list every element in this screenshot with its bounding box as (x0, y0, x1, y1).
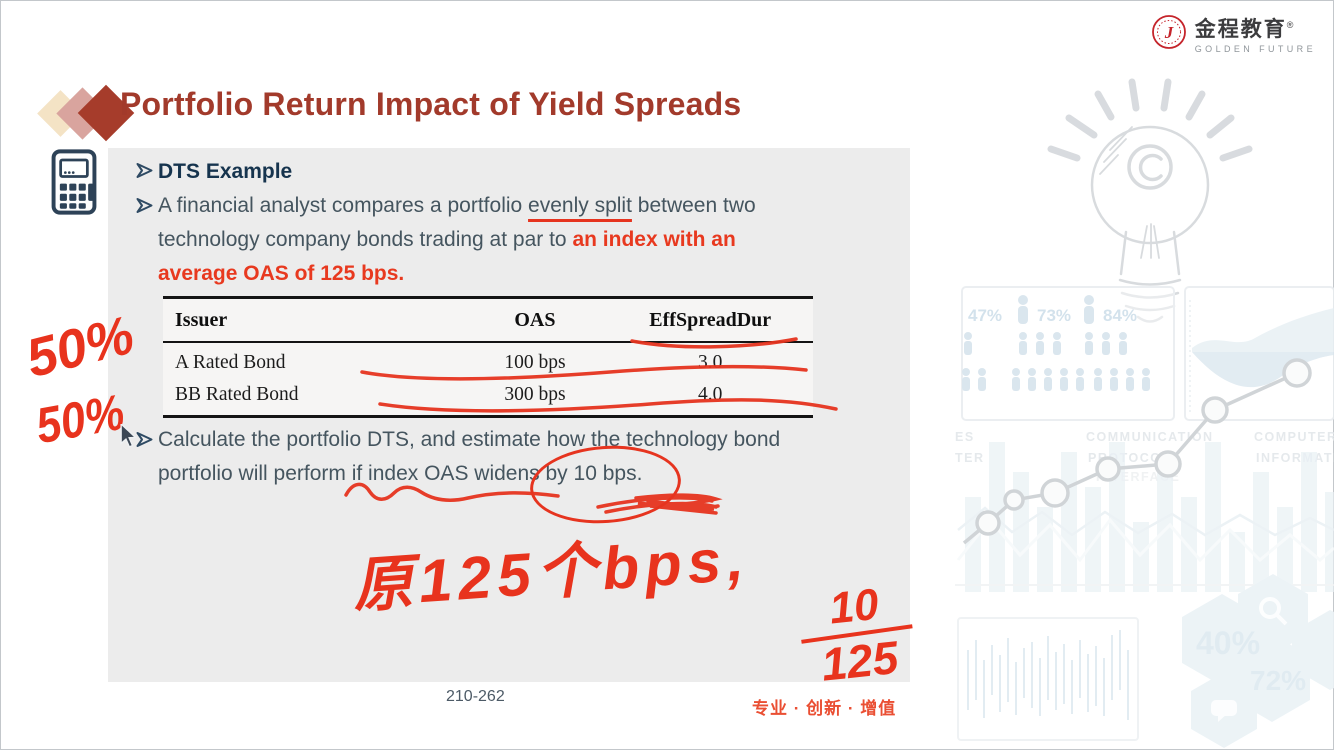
bullet-arrow-icon (136, 198, 153, 213)
magnifier-icon (1259, 597, 1288, 626)
page-title: Portfolio Return Impact of Yield Spreads (120, 86, 742, 122)
wm-label-computer: COMPUTER (1254, 430, 1334, 444)
bullet-arrow-icon (136, 163, 153, 178)
calculator-icon (51, 149, 97, 215)
col-header-effspreaddur: EffSpreadDur (649, 309, 772, 331)
rising-line-chart (962, 358, 1312, 545)
candlestick-panel (957, 617, 1139, 741)
bullet-arrow-icon (136, 432, 153, 447)
stat-84: 84% (1103, 306, 1137, 325)
logo-name-en: GOLDEN FUTURE (1194, 44, 1316, 54)
wm-label-protocol: PROTOCOL (1088, 451, 1171, 465)
logo-name-cn: 金程教育® (1194, 18, 1296, 41)
table-row: A Rated Bond 100 bps 3.0 (163, 343, 813, 379)
hex-stat-72: 72% (1250, 665, 1306, 696)
lightbulb-rays (1047, 78, 1253, 162)
cell-issuer: A Rated Bond (175, 352, 286, 373)
stat-47: 47% (968, 306, 1002, 325)
people-stats-panel: 47% 73% 84% (961, 286, 1175, 421)
example-text: technology company bonds trading at par … (158, 228, 573, 251)
underlined-phrase-evenly-split: evenly split (528, 194, 632, 217)
cell-dur: 4.0 (698, 384, 723, 405)
example-text: between two (631, 194, 756, 217)
people-icons (962, 295, 1150, 391)
example-text: A financial analyst compares a portfolio (158, 194, 529, 217)
handwritten-fraction-10-over-125: 10 125 (793, 578, 921, 692)
circled-phrase-by-10-bps: by 10 bps. (546, 459, 643, 489)
col-header-issuer: Issuer (175, 309, 228, 331)
example-text-line-2: technology company bonds trading at par … (158, 225, 736, 255)
cell-dur: 3.0 (698, 352, 723, 373)
page-number: 210-262 (446, 688, 505, 705)
chat-bubble-icon (1211, 700, 1237, 722)
background-zigzag-line (956, 517, 1334, 563)
cell-oas: 300 bps (504, 384, 566, 405)
table-row: BB Rated Bond 300 bps 4.0 (163, 379, 813, 415)
mouse-cursor (120, 424, 137, 448)
col-header-oas: OAS (514, 309, 556, 331)
logo-monogram: J (1164, 23, 1174, 42)
bond-table: Issuer OAS EffSpreadDur A Rated Bond 100… (163, 296, 813, 418)
lightbulb-sketch-icon (1090, 125, 1210, 323)
bond-table-header: Issuer OAS EffSpreadDur (163, 299, 813, 343)
wm-label-interface: INTERFACE (1096, 470, 1180, 484)
wm-label-es: ES (955, 430, 975, 444)
example-text-line-1: A financial analyst compares a portfolio… (158, 191, 756, 221)
example-text-line-3: average OAS of 125 bps. (158, 262, 405, 285)
logo-seal-icon: J (1151, 15, 1186, 49)
footer-slogan: 专业 · 创新 · 增值 (752, 699, 897, 718)
heading-dts-example: DTS Example (158, 160, 293, 183)
stat-73: 73% (1037, 306, 1071, 325)
wm-label-communication: COMMUNICATION (1086, 430, 1214, 444)
brand-logo: J 金程教育® GOLDEN FUTURE (1151, 14, 1316, 54)
hexagon-stats: 40% 72% (1182, 574, 1334, 748)
background-zigzag-line-2 (957, 506, 1334, 537)
hex-stat-40: 40% (1196, 625, 1260, 661)
logo-trademark: ® (1286, 20, 1296, 30)
question-text-line-2: portfolio will perform if index OAS wide… (158, 459, 642, 489)
wm-label-informatic: INFORMATIC (1256, 451, 1334, 465)
question-text-line-1: Calculate the portfolio DTS, and estimat… (158, 428, 781, 451)
red-emphasis-text: an index with an (572, 228, 736, 251)
background-bars (965, 442, 1334, 592)
cell-oas: 100 bps (504, 352, 566, 373)
cell-issuer: BB Rated Bond (175, 384, 299, 405)
area-chart-panel (1184, 286, 1334, 421)
wm-label-ter: TER (955, 451, 985, 465)
question-text: portfolio will perform if index OAS wide… (158, 462, 546, 485)
